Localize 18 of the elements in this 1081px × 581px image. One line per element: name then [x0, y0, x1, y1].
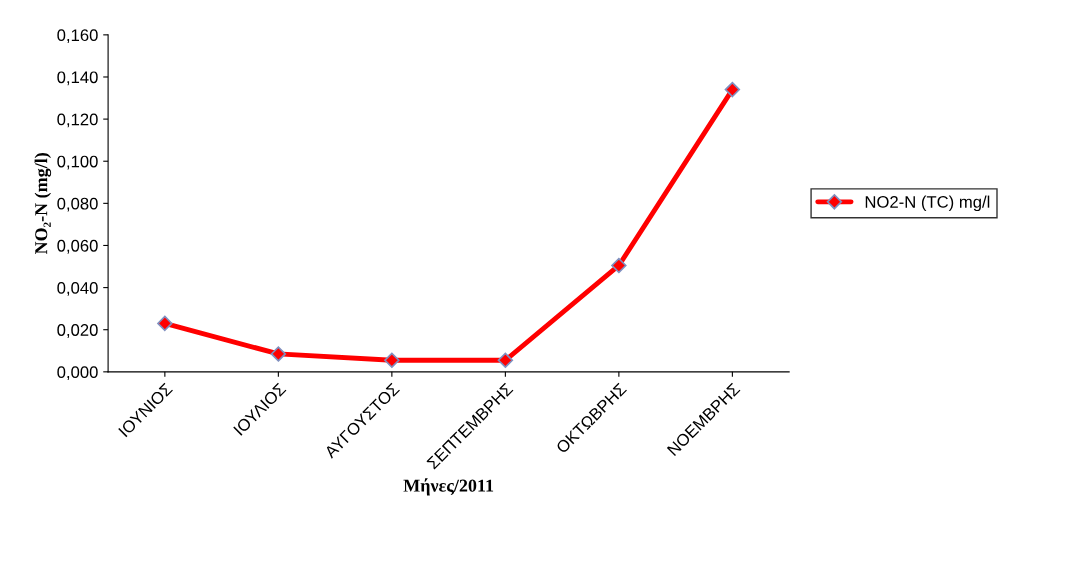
y-tick-label: 0,000	[57, 366, 98, 381]
x-axis-title: Μήνες/2011	[403, 478, 494, 496]
y-tick-label: 0,100	[57, 155, 98, 170]
y-tick-label: 0,060	[57, 239, 98, 254]
y-axis-title: NO₂-N (mg/l)	[34, 153, 52, 255]
point	[724, 81, 741, 98]
point	[157, 315, 173, 332]
point	[611, 257, 627, 274]
y-tick-label: 0,040	[57, 282, 98, 296]
point	[270, 346, 287, 362]
y-tick-label: 0,120	[57, 113, 98, 128]
y-tick-label: 0,140	[57, 71, 98, 86]
y-tick-label: 0,020	[57, 324, 98, 338]
y-tick-label: 0,160	[57, 29, 98, 44]
point	[384, 352, 400, 368]
legend-label: NO2-N (TC) mg/l	[865, 195, 990, 212]
point	[497, 352, 514, 368]
y-tick-label: 0,080	[57, 197, 98, 212]
